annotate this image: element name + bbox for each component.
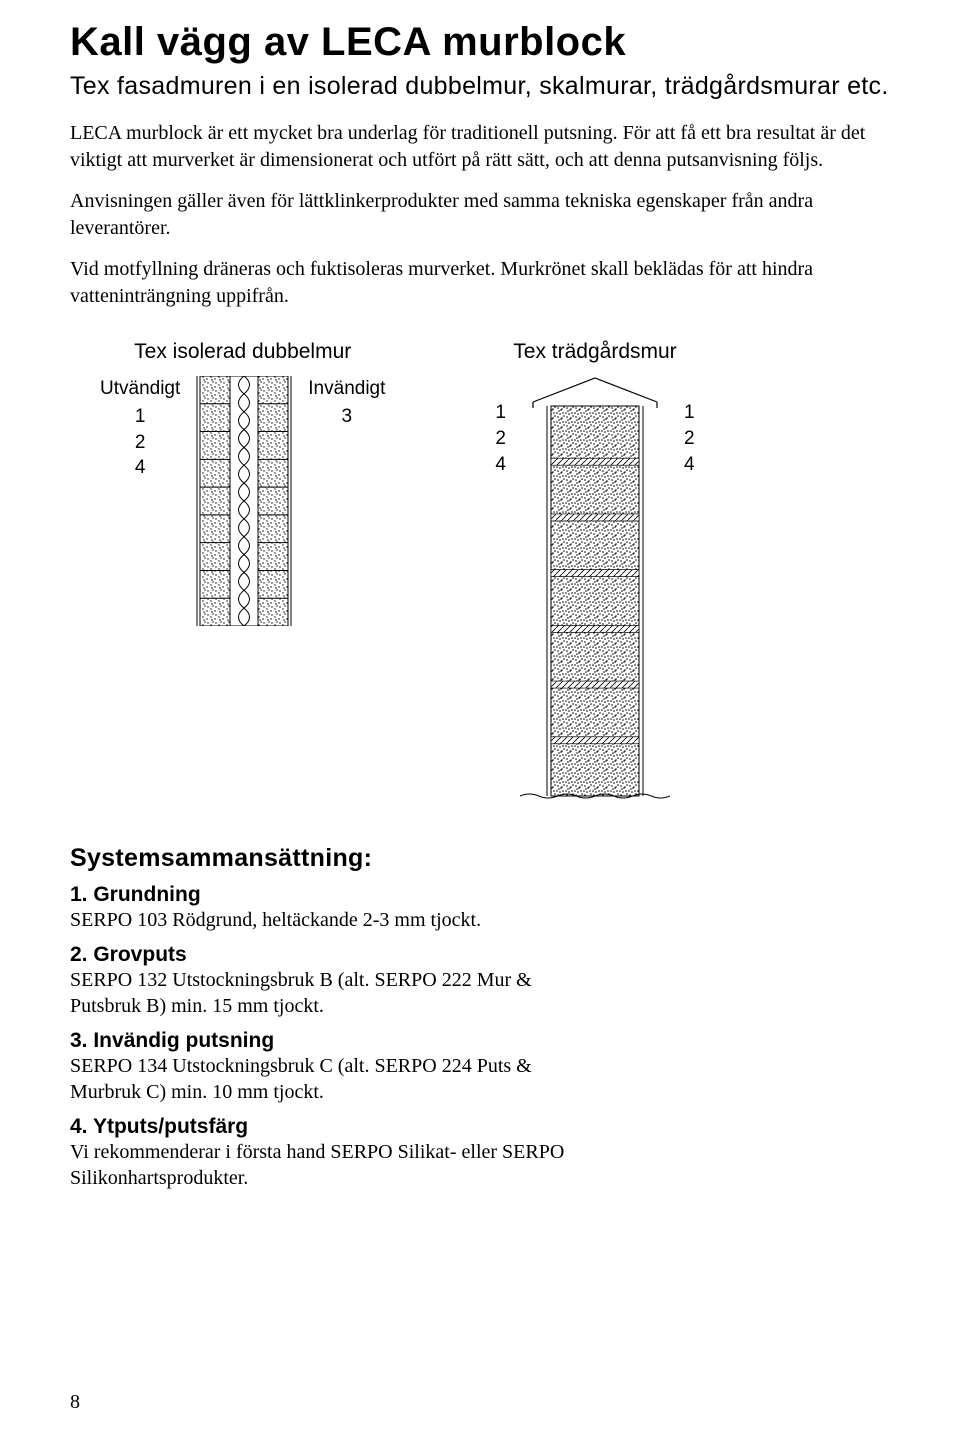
diagram-row: Tex isolerad dubbelmur Utvändigt 1 2 4 I… bbox=[70, 340, 890, 816]
diagram1-left-num: 4 bbox=[100, 455, 180, 481]
diagram2-title: Tex trädgårdsmur bbox=[495, 340, 694, 364]
system-item-body: Vi rekommenderar i första hand SERPO Sil… bbox=[70, 1139, 570, 1191]
diagram1-left-num: 2 bbox=[100, 430, 180, 456]
diagram2-right-num: 1 bbox=[684, 400, 695, 426]
diagram2-right-labels: 1 2 4 bbox=[684, 376, 695, 477]
diagram2-left-labels: 1 2 4 bbox=[495, 376, 506, 477]
system-item-head: 4. Ytputs/putsfärg bbox=[70, 1115, 890, 1139]
diagram1-title: Tex isolerad dubbelmur bbox=[100, 340, 385, 364]
diagram1-left-num: 1 bbox=[100, 404, 180, 430]
system-item-head: 1. Grundning bbox=[70, 883, 890, 907]
diagram2-svg-container bbox=[520, 376, 670, 816]
page-number: 8 bbox=[70, 1391, 80, 1414]
system-item-body: SERPO 134 Utstockningsbruk C (alt. SERPO… bbox=[70, 1053, 570, 1105]
system-item: 3. Invändig putsning SERPO 134 Utstockni… bbox=[70, 1029, 890, 1105]
diagram2-left-num: 1 bbox=[495, 400, 506, 426]
system-item: 2. Grovputs SERPO 132 Utstockningsbruk B… bbox=[70, 943, 890, 1019]
page: Kall vägg av LECA murblock Tex fasadmure… bbox=[0, 0, 960, 1442]
diagram1-right-num: 3 bbox=[308, 404, 385, 430]
diagram2-right-num: 4 bbox=[684, 452, 695, 478]
diagram1-left-labels: Utvändigt 1 2 4 bbox=[100, 376, 180, 481]
system-item-head: 3. Invändig putsning bbox=[70, 1029, 890, 1053]
system-item-head: 2. Grovputs bbox=[70, 943, 890, 967]
system-item-body: SERPO 132 Utstockningsbruk B (alt. SERPO… bbox=[70, 967, 570, 1019]
intro-para-3: Vid motfyllning dräneras och fuktisolera… bbox=[70, 256, 890, 310]
page-subtitle: Tex fasadmuren i en isolerad dubbelmur, … bbox=[70, 71, 890, 102]
diagram-tradgardsmur: Tex trädgårdsmur 1 2 4 1 2 4 bbox=[495, 340, 694, 816]
diagram2-left-num: 4 bbox=[495, 452, 506, 478]
intro-para-2: Anvisningen gäller även för lättklinkerp… bbox=[70, 188, 890, 242]
diagram1-right-labels: Invändigt 3 bbox=[308, 376, 385, 429]
diagram1-left-header: Utvändigt bbox=[100, 376, 180, 402]
diagram-dubbelmur: Tex isolerad dubbelmur Utvändigt 1 2 4 I… bbox=[100, 340, 385, 816]
system-item: 4. Ytputs/putsfärg Vi rekommenderar i fö… bbox=[70, 1115, 890, 1191]
diagram2-left-num: 2 bbox=[495, 426, 506, 452]
diagram1-right-header: Invändigt bbox=[308, 376, 385, 402]
diagram1-svg-container bbox=[194, 376, 294, 626]
system-item-body: SERPO 103 Rödgrund, heltäckande 2-3 mm t… bbox=[70, 907, 570, 933]
system-item: 1. Grundning SERPO 103 Rödgrund, heltäck… bbox=[70, 883, 890, 933]
diagram2-right-num: 2 bbox=[684, 426, 695, 452]
intro-para-1: LECA murblock är ett mycket bra underlag… bbox=[70, 120, 890, 174]
page-title: Kall vägg av LECA murblock bbox=[70, 20, 890, 65]
system-heading: Systemsammansättning: bbox=[70, 844, 890, 873]
